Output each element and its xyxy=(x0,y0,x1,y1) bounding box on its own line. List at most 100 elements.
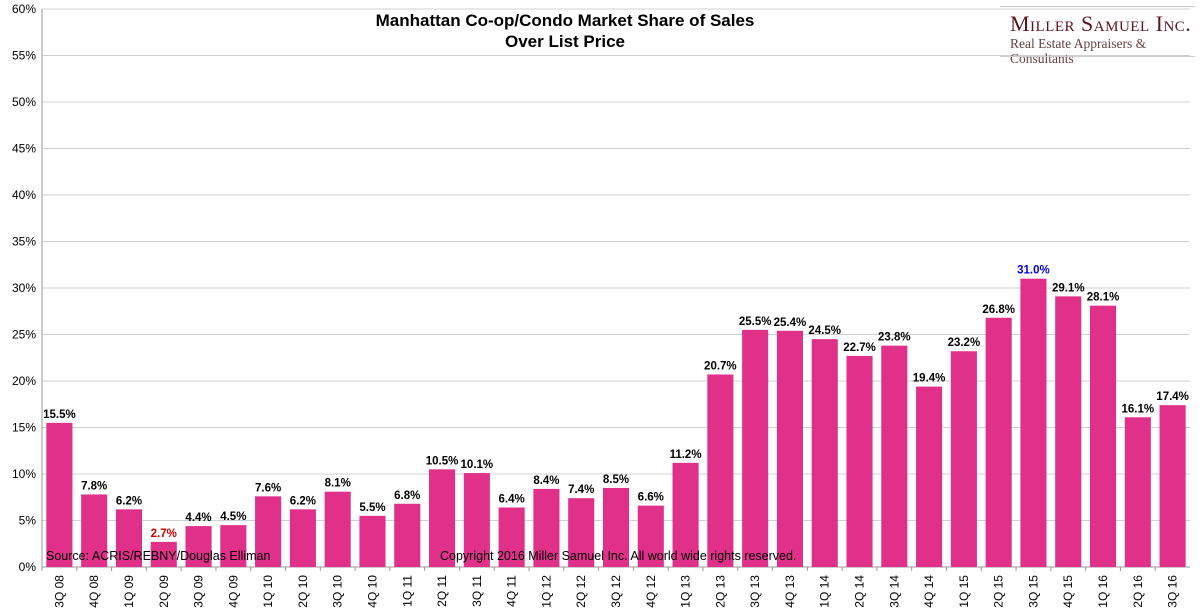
data-label: 4.4% xyxy=(185,512,211,524)
x-tick-label: 4Q 12 xyxy=(644,575,658,608)
data-label: 31.0% xyxy=(1017,265,1050,277)
x-tick-label: 1Q 10 xyxy=(261,575,275,608)
data-label: 2.7% xyxy=(151,528,177,540)
data-label: 6.4% xyxy=(499,493,525,505)
bar xyxy=(637,505,664,567)
y-tick-label: 50% xyxy=(12,95,36,109)
bar xyxy=(916,386,943,567)
x-tick-label: 3Q 11 xyxy=(470,575,484,607)
x-tick-label: 2Q 09 xyxy=(157,575,171,608)
bar xyxy=(950,351,977,567)
bar xyxy=(881,345,908,567)
bar xyxy=(776,330,803,567)
bar xyxy=(324,491,351,567)
x-tick-label: 1Q 11 xyxy=(400,575,414,607)
chart-title: Manhattan Co-op/Condo Market Share of Sa… xyxy=(330,10,800,52)
logo-tagline: Real Estate Appraisers & Consultants xyxy=(1010,36,1147,66)
bar xyxy=(220,525,247,567)
x-tick-label: 1Q 14 xyxy=(818,575,832,608)
y-tick-label: 60% xyxy=(12,2,36,16)
copyright-note: Copyright 2016 Miller Samuel Inc. All wo… xyxy=(440,549,797,563)
data-label: 7.8% xyxy=(81,480,107,492)
y-tick-label: 20% xyxy=(12,374,36,388)
data-label: 15.5% xyxy=(43,409,76,421)
data-label: 26.8% xyxy=(982,304,1015,316)
x-tick-label: 4Q 09 xyxy=(226,575,240,608)
data-label: 6.2% xyxy=(116,495,142,507)
bar xyxy=(1055,296,1082,567)
y-tick-label: 0% xyxy=(19,560,37,574)
bar xyxy=(1089,305,1117,567)
x-tick-label: 3Q 08 xyxy=(52,575,66,608)
data-label: 6.6% xyxy=(638,492,664,504)
bar xyxy=(846,355,873,567)
x-tick-label: 2Q 15 xyxy=(992,575,1006,608)
y-tick-label: 15% xyxy=(12,421,36,435)
bar xyxy=(289,509,316,567)
bar xyxy=(359,515,386,567)
bar xyxy=(463,473,490,567)
y-tick-label: 30% xyxy=(12,281,36,295)
data-label: 7.4% xyxy=(568,484,594,496)
data-label: 6.2% xyxy=(290,495,316,507)
x-tick-label: 3Q 13 xyxy=(748,575,762,608)
y-tick-label: 10% xyxy=(12,467,36,481)
x-tick-label: 4Q 10 xyxy=(365,575,379,608)
bar xyxy=(742,329,769,567)
y-tick-label: 5% xyxy=(19,514,37,528)
bar xyxy=(185,526,212,567)
data-label: 17.4% xyxy=(1156,391,1189,403)
data-label: 20.7% xyxy=(704,360,737,372)
bar xyxy=(498,507,525,567)
data-label: 28.1% xyxy=(1087,292,1120,304)
data-label: 7.6% xyxy=(255,482,281,494)
y-tick-label: 40% xyxy=(12,188,36,202)
data-label: 22.7% xyxy=(843,342,876,354)
data-label: 8.1% xyxy=(325,478,351,490)
x-tick-label: 3Q 14 xyxy=(887,575,901,608)
y-tick-label: 35% xyxy=(12,235,36,249)
bar xyxy=(255,496,282,567)
y-tick-label: 55% xyxy=(12,49,36,63)
data-label: 4.5% xyxy=(220,511,246,523)
data-label: 10.5% xyxy=(426,455,459,467)
data-label: 8.5% xyxy=(603,474,629,486)
company-logo: Miller Samuel Inc. Real Estate Appraiser… xyxy=(1000,6,1200,66)
data-label: 5.5% xyxy=(359,502,385,514)
bar xyxy=(115,509,143,567)
x-tick-label: 3Q 16 xyxy=(1166,575,1180,608)
x-tick-label: 4Q 13 xyxy=(783,575,797,608)
data-label: 25.5% xyxy=(739,316,772,328)
data-label: 10.1% xyxy=(461,459,494,471)
x-tick-label: 2Q 16 xyxy=(1131,575,1145,608)
data-label: 24.5% xyxy=(808,325,841,337)
x-tick-label: 1Q 09 xyxy=(122,575,136,608)
y-tick-label: 45% xyxy=(12,142,36,156)
data-label: 29.1% xyxy=(1052,282,1085,294)
data-label: 16.1% xyxy=(1122,403,1155,415)
title-line-1: Manhattan Co-op/Condo Market Share of Sa… xyxy=(375,11,755,30)
bar xyxy=(46,422,73,567)
data-label: 25.4% xyxy=(774,317,807,329)
logo-name: Miller Samuel Inc. xyxy=(1010,11,1192,36)
x-tick-label: 4Q 08 xyxy=(87,575,101,608)
bar xyxy=(150,541,177,567)
bar xyxy=(533,488,560,567)
x-tick-label: 1Q 16 xyxy=(1096,575,1110,608)
bar xyxy=(1159,405,1186,567)
x-tick-label: 2Q 12 xyxy=(574,575,588,608)
source-note: Source: ACRIS/REBNY/Douglas Elliman xyxy=(46,549,271,563)
x-tick-label: 3Q 12 xyxy=(609,575,623,608)
x-tick-label: 3Q 10 xyxy=(331,575,345,608)
bar xyxy=(394,503,421,567)
data-label: 19.4% xyxy=(913,373,946,385)
y-tick-label: 25% xyxy=(12,328,36,342)
x-tick-label: 1Q 13 xyxy=(679,575,693,608)
bar xyxy=(1020,278,1047,567)
x-tick-label: 3Q 09 xyxy=(192,575,206,608)
bar xyxy=(811,339,838,567)
x-tick-label: 4Q 14 xyxy=(922,575,936,608)
bar xyxy=(1124,417,1151,567)
x-tick-label: 2Q 11 xyxy=(435,575,449,607)
